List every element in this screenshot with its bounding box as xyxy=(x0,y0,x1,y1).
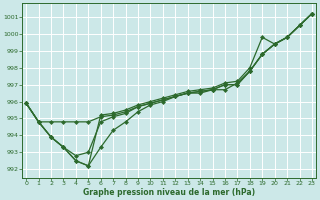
X-axis label: Graphe pression niveau de la mer (hPa): Graphe pression niveau de la mer (hPa) xyxy=(83,188,255,197)
